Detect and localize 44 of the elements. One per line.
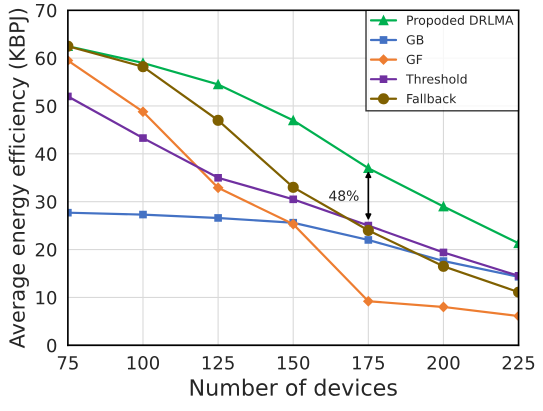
y-axis-title: Average energy efficiency (KBPJ)	[8, 8, 29, 348]
point	[288, 115, 298, 126]
point	[362, 224, 374, 236]
point	[214, 214, 222, 222]
point	[363, 163, 374, 174]
x-tick-label: 200	[428, 356, 460, 370]
legend-label: Threshold	[406, 74, 466, 84]
point	[138, 106, 148, 117]
y-tick-label: 70	[36, 4, 56, 18]
point	[214, 174, 222, 182]
legend-label: GB	[406, 35, 424, 45]
point	[137, 61, 149, 72]
x-tick-label: 225	[502, 356, 534, 370]
point	[438, 202, 448, 212]
legend-label: Propoded DRLMA	[407, 15, 514, 28]
y-tick-label: 40	[35, 147, 56, 161]
x-axis-title: Number of devices	[190, 378, 397, 396]
point	[438, 260, 450, 272]
y-tick-label: 60	[36, 52, 56, 66]
x-tick-label: 75	[58, 356, 78, 370]
y-tick-label: 30	[36, 195, 56, 209]
x-tick-label: 175	[353, 356, 384, 370]
point	[139, 134, 147, 142]
y-tick-label: 10	[36, 290, 56, 305]
x-tick-label: 150	[278, 356, 310, 370]
point	[364, 236, 372, 244]
point	[440, 248, 448, 256]
x-tick-label: 100	[128, 356, 160, 370]
x-tick-label: 125	[202, 356, 234, 370]
point	[212, 182, 224, 193]
legend-label: Fallback	[407, 94, 456, 104]
point	[438, 302, 449, 312]
point	[363, 296, 374, 306]
point	[212, 114, 224, 126]
y-tick-label: 0	[47, 338, 56, 352]
y-tick-label: 50	[36, 99, 56, 114]
point	[289, 195, 298, 204]
point	[288, 219, 298, 230]
point	[139, 210, 147, 218]
annotation: 48%	[329, 190, 359, 201]
legend-label: GF	[406, 54, 422, 64]
point	[288, 182, 299, 193]
y-tick-label: 20	[36, 242, 56, 257]
point	[213, 80, 223, 90]
